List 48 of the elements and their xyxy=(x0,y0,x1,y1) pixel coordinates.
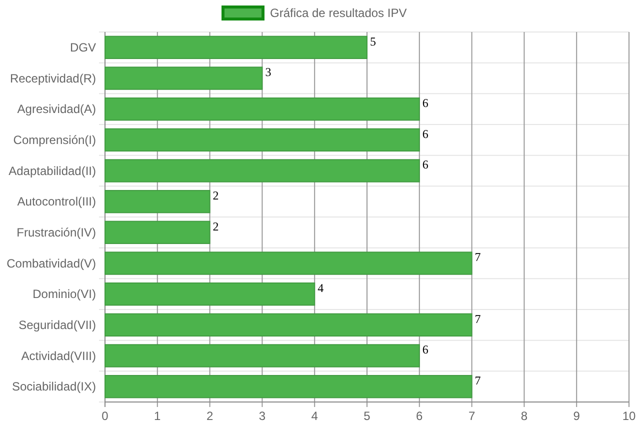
y-tick-label: DGV xyxy=(70,40,96,54)
bar xyxy=(104,252,472,275)
data-label: 6 xyxy=(422,126,428,141)
x-tick-label: 0 xyxy=(102,409,109,423)
legend-label: Gráfica de resultados IPV xyxy=(270,6,407,20)
bar xyxy=(104,313,472,337)
y-tick-label: Autocontrol(III) xyxy=(17,194,96,209)
x-tick-label: 5 xyxy=(364,409,371,423)
data-label: 6 xyxy=(422,158,428,172)
y-tick-label: Sociabilidad(IX) xyxy=(12,380,96,394)
x-tick-label: 9 xyxy=(573,409,580,423)
bar xyxy=(104,159,420,182)
x-tick-label: 6 xyxy=(416,409,424,423)
data-label: 7 xyxy=(474,312,481,326)
y-tick-label: Seguridad(VII) xyxy=(18,318,96,332)
x-tick-label: 8 xyxy=(520,409,528,423)
y-tick-label: Actividad(VIII) xyxy=(21,348,96,363)
data-label: 2 xyxy=(212,219,219,234)
y-tick-label: Adaptabilidad(II) xyxy=(8,164,96,178)
data-label: 7 xyxy=(474,373,481,388)
x-tick-label: 2 xyxy=(206,409,214,423)
data-label: 2 xyxy=(212,188,219,202)
bar xyxy=(104,374,472,398)
bar xyxy=(104,36,368,60)
x-tick-label: 4 xyxy=(311,409,318,423)
data-label: 6 xyxy=(422,96,428,110)
y-tick-label: Receptividad(R) xyxy=(10,71,96,86)
data-label: 3 xyxy=(265,65,272,80)
y-tick-label: Agresividad(A) xyxy=(17,102,96,116)
bar xyxy=(104,190,210,214)
y-tick-label: Comprensión(I) xyxy=(13,132,96,147)
bar xyxy=(104,66,263,90)
data-label: 6 xyxy=(422,342,428,357)
x-tick-label: 7 xyxy=(468,409,476,423)
bar xyxy=(104,344,420,368)
x-tick-label: 10 xyxy=(622,409,636,423)
y-tick-label: Frustración(IV) xyxy=(16,225,96,240)
y-tick-label: Combatividad(V) xyxy=(6,256,96,270)
x-tick-label: 1 xyxy=(154,409,162,423)
data-label: 7 xyxy=(474,250,481,264)
bar xyxy=(104,97,420,121)
bar xyxy=(104,128,420,152)
x-tick-label: 3 xyxy=(258,409,266,423)
bar xyxy=(104,282,316,306)
bar xyxy=(104,220,210,244)
data-label: 5 xyxy=(370,34,376,48)
data-label: 4 xyxy=(318,280,324,295)
y-tick-label: Dominio(VI) xyxy=(32,287,96,302)
